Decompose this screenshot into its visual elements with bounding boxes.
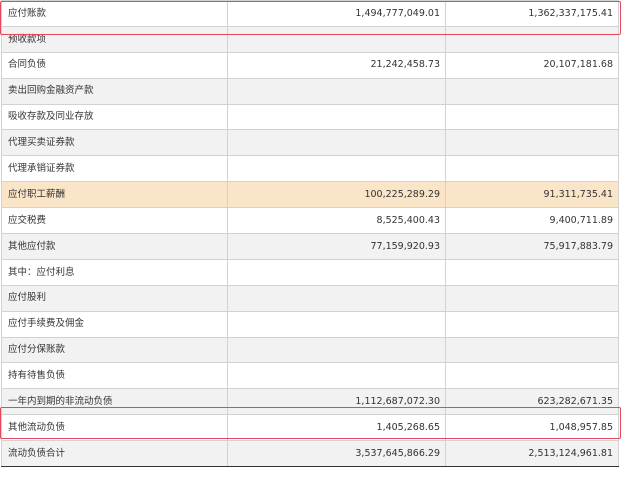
previous-period-value	[445, 284, 619, 312]
previous-period-value	[445, 362, 619, 390]
previous-period-value	[445, 155, 619, 183]
table-row-contract-liabilities: 合同负债 21,242,458.73 20,107,181.68	[1, 51, 619, 79]
current-period-value	[227, 284, 446, 312]
row-label: 应付股利	[1, 284, 228, 312]
current-period-value: 77,159,920.93	[227, 233, 446, 260]
current-period-value	[227, 336, 446, 364]
previous-period-value: 91,311,735.41	[445, 181, 619, 209]
row-label: 应交税费	[1, 207, 228, 235]
row-label: 其他应付款	[1, 233, 228, 260]
table-row-employee-compensation: 应付职工薪酬 100,225,289.29 91,311,735.41	[1, 181, 619, 209]
previous-period-value: 9,400,711.89	[445, 207, 619, 235]
row-label: 持有待售负债	[1, 362, 228, 390]
table-row-agency-securities-underwriting: 代理承销证券款	[1, 155, 619, 183]
row-label: 应付职工薪酬	[1, 181, 228, 209]
current-period-value	[227, 155, 446, 183]
table-row-current-portion-noncurrent-liabilities: 一年内到期的非流动负债 1,112,687,072.30 623,282,671…	[1, 388, 619, 416]
row-label: 代理承销证券款	[1, 155, 228, 183]
table-row-agency-securities-trading: 代理买卖证券款	[1, 129, 619, 157]
previous-period-value	[445, 129, 619, 157]
previous-period-value	[445, 258, 619, 286]
row-label: 预收款项	[1, 25, 228, 53]
table-row-taxes-payable: 应交税费 8,525,400.43 9,400,711.89	[1, 207, 619, 235]
row-label: 其他流动负债	[1, 414, 228, 442]
previous-period-value: 20,107,181.68	[445, 51, 619, 79]
previous-period-value	[445, 25, 619, 53]
row-label: 吸收存款及同业存放	[1, 103, 228, 131]
current-period-value	[227, 25, 446, 53]
row-label: 卖出回购金融资产款	[1, 77, 228, 105]
previous-period-value: 75,917,883.79	[445, 233, 619, 260]
row-label: 应付账款	[1, 0, 228, 27]
current-period-value	[227, 77, 446, 105]
previous-period-value: 623,282,671.35	[445, 388, 619, 416]
row-label: 合同负债	[1, 51, 228, 79]
previous-period-value: 2,513,124,961.81	[445, 440, 619, 468]
current-period-value	[227, 310, 446, 338]
row-label: 应付手续费及佣金	[1, 310, 228, 338]
row-label: 一年内到期的非流动负债	[1, 388, 228, 416]
previous-period-value: 1,362,337,175.41	[445, 0, 619, 27]
current-period-value: 3,537,645,866.29	[227, 440, 446, 468]
current-period-value	[227, 362, 446, 390]
current-period-value: 1,405,268.65	[227, 414, 446, 442]
row-label: 其中：应付利息	[1, 258, 228, 286]
table-row-held-for-sale-liabilities: 持有待售负债	[1, 362, 619, 390]
table-row-accounts-payable: 应付账款 1,494,777,049.01 1,362,337,175.41	[1, 0, 619, 27]
current-period-value	[227, 129, 446, 157]
current-period-value: 100,225,289.29	[227, 181, 446, 209]
table-row-total-current-liabilities: 流动负债合计 3,537,645,866.29 2,513,124,961.81	[1, 440, 619, 468]
current-period-value	[227, 103, 446, 131]
previous-period-value: 1,048,957.85	[445, 414, 619, 442]
table-row-repo-financial-assets: 卖出回购金融资产款	[1, 77, 619, 105]
previous-period-value	[445, 77, 619, 105]
current-liabilities-table: 应付账款 1,494,777,049.01 1,362,337,175.41 预…	[1, 0, 619, 468]
table-row-other-payables: 其他应付款 77,159,920.93 75,917,883.79	[1, 233, 619, 260]
table-row-dividends-payable: 应付股利	[1, 284, 619, 312]
current-period-value: 21,242,458.73	[227, 51, 446, 79]
previous-period-value	[445, 103, 619, 131]
table-row-deposits-interbank: 吸收存款及同业存放	[1, 103, 619, 131]
current-period-value: 8,525,400.43	[227, 207, 446, 235]
table-row-reinsurance-payable: 应付分保账款	[1, 336, 619, 364]
previous-period-value	[445, 310, 619, 338]
current-period-value: 1,112,687,072.30	[227, 388, 446, 416]
current-period-value: 1,494,777,049.01	[227, 0, 446, 27]
previous-period-value	[445, 336, 619, 364]
current-period-value	[227, 258, 446, 286]
table-row-advance-receipts: 预收款项	[1, 25, 619, 53]
row-label: 应付分保账款	[1, 336, 228, 364]
table-row-interest-payable: 其中：应付利息	[1, 258, 619, 286]
row-label: 代理买卖证券款	[1, 129, 228, 157]
table-row-other-current-liabilities: 其他流动负债 1,405,268.65 1,048,957.85	[1, 414, 619, 442]
table-row-fees-commissions-payable: 应付手续费及佣金	[1, 310, 619, 338]
row-label: 流动负债合计	[1, 440, 228, 468]
